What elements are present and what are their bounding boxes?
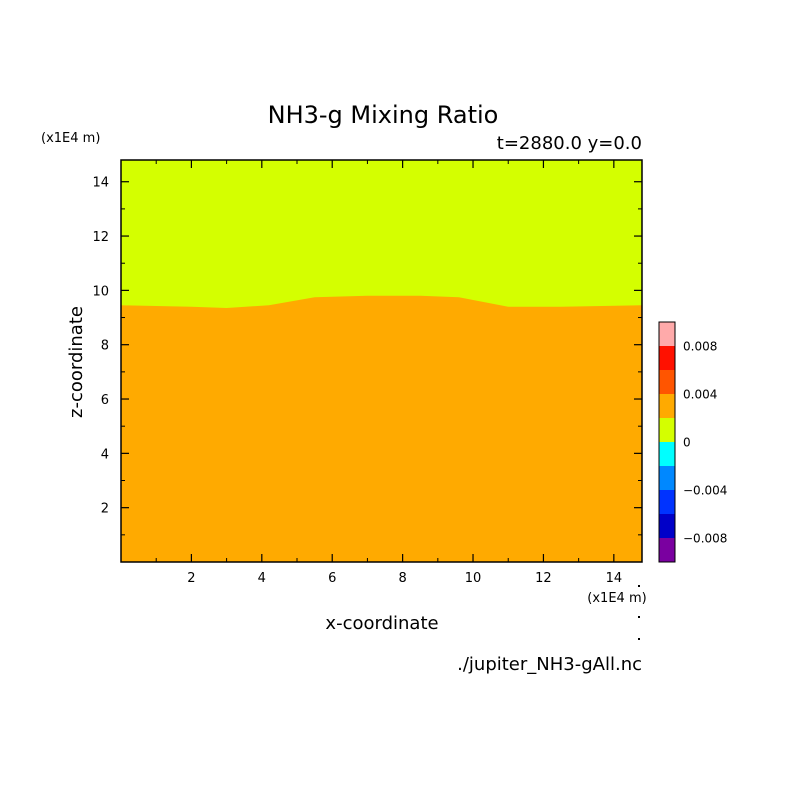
x-axis: 2 4 6 8 10 12 14	[155, 160, 623, 586]
x-tick-label: 14	[606, 571, 623, 586]
dot-marker-1	[638, 585, 640, 587]
colorbar-segment	[659, 490, 675, 514]
chart-title: NH3-g Mixing Ratio	[268, 101, 499, 129]
y-axis: 2 4 6 8 10 12 14	[92, 176, 642, 536]
x-unit-label: (x1E4 m)	[587, 591, 646, 606]
y-tick-label: 14	[92, 176, 109, 191]
colorbar-segment	[659, 346, 675, 370]
colorbar-segment	[659, 370, 675, 394]
x-tick-label: 10	[465, 571, 482, 586]
colorbar-segment	[659, 418, 675, 442]
colorbar-frame	[658, 321, 676, 563]
colorbar-segment	[659, 322, 675, 346]
y-tick-label: 8	[101, 339, 109, 354]
y-tick-label: 2	[101, 502, 109, 517]
region-lower	[121, 295, 642, 562]
x-tick-label: 6	[328, 571, 336, 586]
colorbar-segment	[659, 466, 675, 490]
x-tick-label: 4	[258, 571, 266, 586]
colorbar-segment	[659, 442, 675, 466]
x-tick-label: 12	[535, 571, 552, 586]
colorbar-label: 0.008	[683, 340, 717, 354]
x-tick-label: 2	[187, 571, 195, 586]
colorbar-label: −0.004	[683, 484, 727, 498]
colorbar: −0.008 −0.004 0 0.004 0.008	[658, 321, 727, 563]
colorbar-segment	[659, 538, 675, 562]
colorbar-segment	[659, 514, 675, 538]
y-tick-label: 4	[101, 447, 109, 462]
colorbar-label: −0.008	[683, 532, 727, 546]
plot-frame	[120, 159, 643, 563]
dot-marker-3	[638, 638, 640, 640]
x-axis-label: x-coordinate	[325, 613, 438, 634]
y-tick-label: 6	[101, 393, 109, 408]
colorbar-label: 0	[683, 436, 691, 450]
chart-subtitle: t=2880.0 y=0.0	[497, 133, 642, 154]
colorbar-segment	[659, 394, 675, 418]
plot-area	[120, 159, 643, 563]
y-unit-label: (x1E4 m)	[41, 131, 100, 146]
colorbar-label: 0.004	[683, 388, 717, 402]
y-axis-label: z-coordinate	[66, 306, 87, 418]
y-tick-label: 10	[92, 284, 109, 299]
dot-marker-2	[638, 616, 640, 618]
x-tick-label: 8	[398, 571, 406, 586]
source-filename: ./jupiter_NH3-gAll.nc	[457, 654, 642, 675]
y-tick-label: 12	[92, 230, 109, 245]
